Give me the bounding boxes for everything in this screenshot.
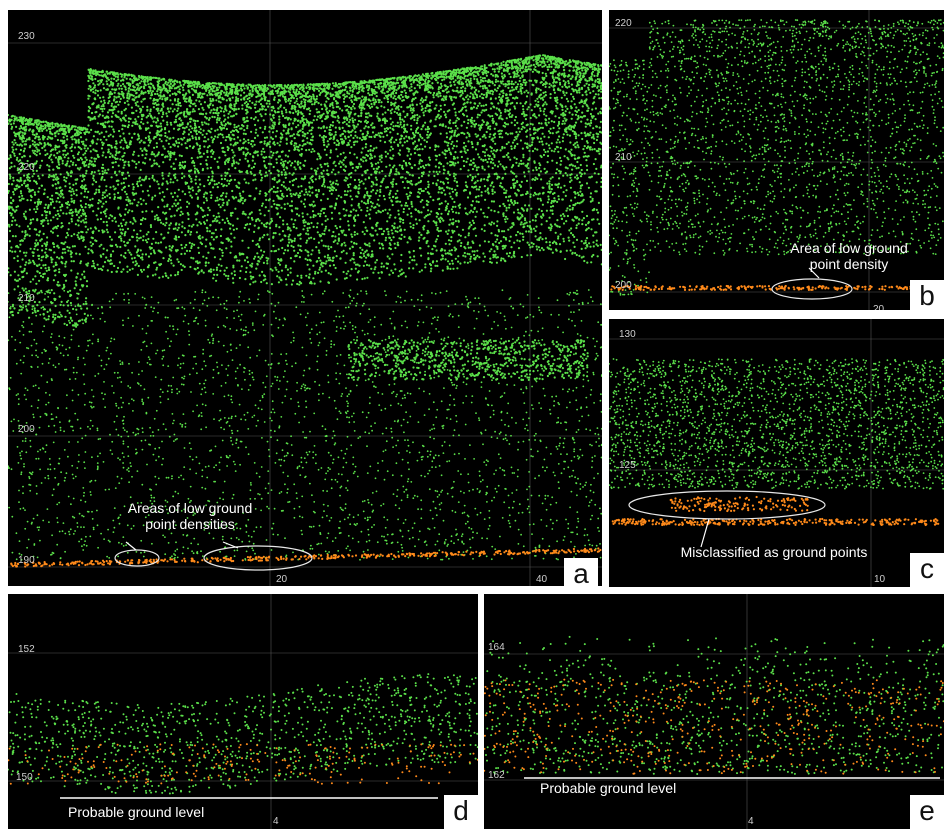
annotation-line bbox=[222, 541, 239, 549]
panel-a: 230 220 210 200 190 20 40 Areas of low g… bbox=[8, 10, 602, 586]
panel-a-plot bbox=[8, 10, 602, 586]
panel-d: 152 150 4 Probable ground level d bbox=[8, 594, 478, 829]
panel-d-ytick-152: 152 bbox=[18, 644, 35, 655]
panel-a-label: a bbox=[564, 558, 598, 586]
panel-b-annotation: Area of low ground point density bbox=[759, 240, 939, 272]
understory-points bbox=[8, 289, 602, 561]
panel-e: 164 162 4 Probable ground level e bbox=[484, 594, 944, 829]
annotation-line bbox=[808, 267, 820, 279]
annotation-ellipse bbox=[628, 490, 826, 520]
panel-a-ytick-210: 210 bbox=[18, 293, 35, 304]
misclassified-points bbox=[669, 495, 809, 513]
understory-cluster bbox=[347, 339, 589, 382]
vegetation-points bbox=[8, 673, 478, 795]
ground-points bbox=[610, 284, 938, 291]
canopy-points bbox=[8, 54, 602, 328]
panel-b-ytick-210: 210 bbox=[615, 152, 632, 163]
panel-c-xtick-10: 10 bbox=[874, 574, 885, 585]
panel-d-plot bbox=[8, 594, 478, 829]
ground-points bbox=[10, 547, 602, 568]
panel-c: 130 125 10 Misclassified as ground point… bbox=[609, 319, 944, 587]
panel-c-ytick-130: 130 bbox=[619, 329, 636, 340]
panel-e-ytick-164: 164 bbox=[488, 642, 505, 653]
panel-a-ytick-200: 200 bbox=[18, 424, 35, 435]
ground-points bbox=[8, 743, 478, 785]
canopy-points bbox=[609, 358, 944, 490]
panel-d-annotation: Probable ground level bbox=[68, 804, 268, 820]
panel-e-ytick-162: 162 bbox=[488, 770, 505, 781]
panel-d-xtick-4: 4 bbox=[273, 816, 279, 827]
panel-b-ytick-220: 220 bbox=[615, 18, 632, 29]
panel-c-annotation: Misclassified as ground points bbox=[649, 544, 899, 560]
panel-b-plot bbox=[609, 10, 944, 310]
panel-a-ytick-230: 230 bbox=[18, 31, 35, 42]
ground-points bbox=[611, 517, 940, 527]
panel-e-xtick-4: 4 bbox=[748, 816, 754, 827]
annotation-ellipse bbox=[203, 545, 313, 571]
panel-c-label: c bbox=[910, 553, 944, 587]
annotation-line bbox=[700, 518, 710, 548]
panel-b-xtick-20: 20 bbox=[873, 304, 884, 310]
panel-b-label: b bbox=[910, 280, 944, 310]
panel-a-ytick-220: 220 bbox=[18, 162, 35, 173]
ground-points bbox=[484, 678, 944, 775]
annotation-ellipse bbox=[114, 549, 160, 567]
panel-b-ytick-200: 200 bbox=[615, 280, 632, 291]
annotation-line bbox=[125, 541, 137, 551]
panel-a-annotation: Areas of low ground point densities bbox=[100, 500, 280, 532]
panel-a-xtick-20: 20 bbox=[276, 574, 287, 585]
vegetation-points bbox=[485, 635, 944, 775]
panel-d-ytick-150: 150 bbox=[16, 772, 33, 783]
panel-d-label: d bbox=[444, 795, 478, 829]
panel-c-ytick-125: 125 bbox=[619, 460, 636, 471]
panel-b: 220 210 200 20 Area of low ground point … bbox=[609, 10, 944, 310]
panel-e-plot bbox=[484, 594, 944, 829]
canopy-points bbox=[609, 19, 944, 296]
panel-e-annotation: Probable ground level bbox=[540, 780, 740, 796]
annotation-ellipse bbox=[771, 278, 853, 300]
panel-e-label: e bbox=[910, 795, 944, 829]
panel-a-ytick-190: 190 bbox=[18, 555, 35, 566]
panel-c-plot bbox=[609, 319, 944, 587]
panel-a-xtick-40: 40 bbox=[536, 574, 547, 585]
